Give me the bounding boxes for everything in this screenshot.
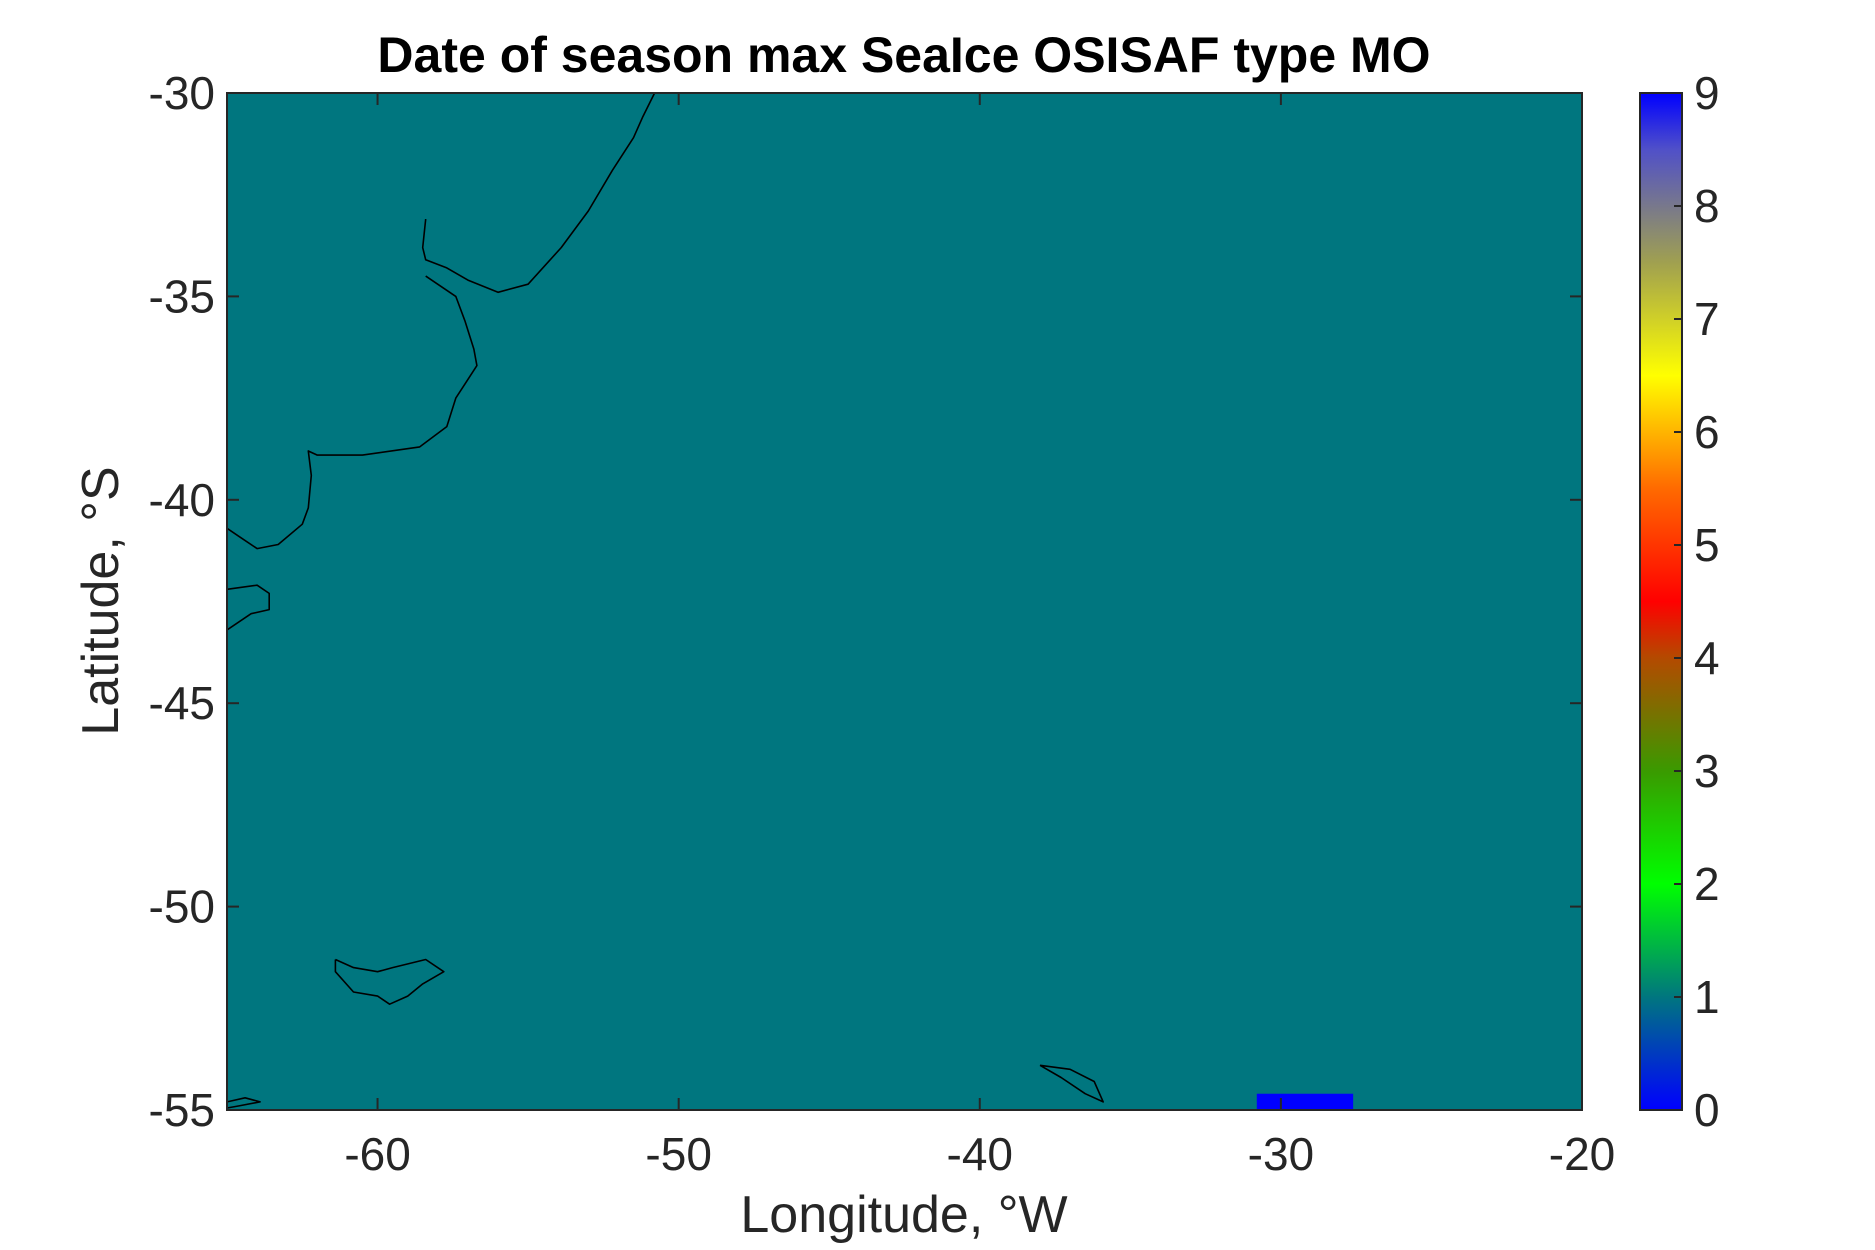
coastline-5 bbox=[227, 1097, 261, 1109]
colorbar-tick-label: 3 bbox=[1694, 745, 1720, 797]
colorbar-gradient bbox=[1639, 92, 1683, 1111]
x-tick-label: -60 bbox=[344, 1128, 410, 1180]
plot-area bbox=[226, 92, 1583, 1111]
x-tick-label: -20 bbox=[1549, 1128, 1615, 1180]
coastline-4 bbox=[1039, 1064, 1104, 1103]
y-tick-label: -45 bbox=[149, 677, 215, 729]
plot-border bbox=[226, 92, 1583, 1111]
colorbar-tick-label: 9 bbox=[1694, 67, 1720, 119]
colorbar-tick-label: 5 bbox=[1694, 519, 1720, 571]
colorbar-tick-label: 4 bbox=[1694, 632, 1720, 684]
y-axis-label: Latitude, °S bbox=[72, 466, 130, 735]
y-axis: -30 -35 -40 -45 -50 -55 bbox=[149, 67, 1582, 1136]
coastline-0 bbox=[421, 93, 656, 294]
x-tick-label: -50 bbox=[645, 1128, 711, 1180]
x-axis-label: Longitude, °W bbox=[740, 1186, 1067, 1244]
x-axis: -60 -50 -40 -30 -20 bbox=[344, 93, 1615, 1180]
y-tick-label: -35 bbox=[149, 270, 215, 322]
y-tick-label: -30 bbox=[149, 67, 215, 119]
colorbar: 0 1 2 3 4 5 6 7 8 9 bbox=[1639, 67, 1720, 1136]
coastline-1 bbox=[227, 275, 478, 550]
data-region-0 bbox=[1256, 1093, 1354, 1110]
colorbar-tick-label: 6 bbox=[1694, 406, 1720, 458]
y-tick-label: -50 bbox=[149, 881, 215, 933]
chart-title: Date of season max SeaIce OSISAF type MO bbox=[377, 27, 1430, 83]
coastline-3 bbox=[334, 958, 445, 1006]
data-field bbox=[227, 93, 1582, 1110]
colorbar-tick-label: 1 bbox=[1694, 971, 1720, 1023]
x-tick-label: -30 bbox=[1248, 1128, 1314, 1180]
coastline-2 bbox=[227, 584, 271, 631]
x-tick-label: -40 bbox=[947, 1128, 1013, 1180]
y-tick-label: -55 bbox=[149, 1084, 215, 1136]
colorbar-tick-label: 2 bbox=[1694, 858, 1720, 910]
y-tick-label: -40 bbox=[149, 474, 215, 526]
colorbar-tick-label: 0 bbox=[1694, 1084, 1720, 1136]
colorbar-tick-label: 7 bbox=[1694, 293, 1720, 345]
colorbar-tick-label: 8 bbox=[1694, 180, 1720, 232]
